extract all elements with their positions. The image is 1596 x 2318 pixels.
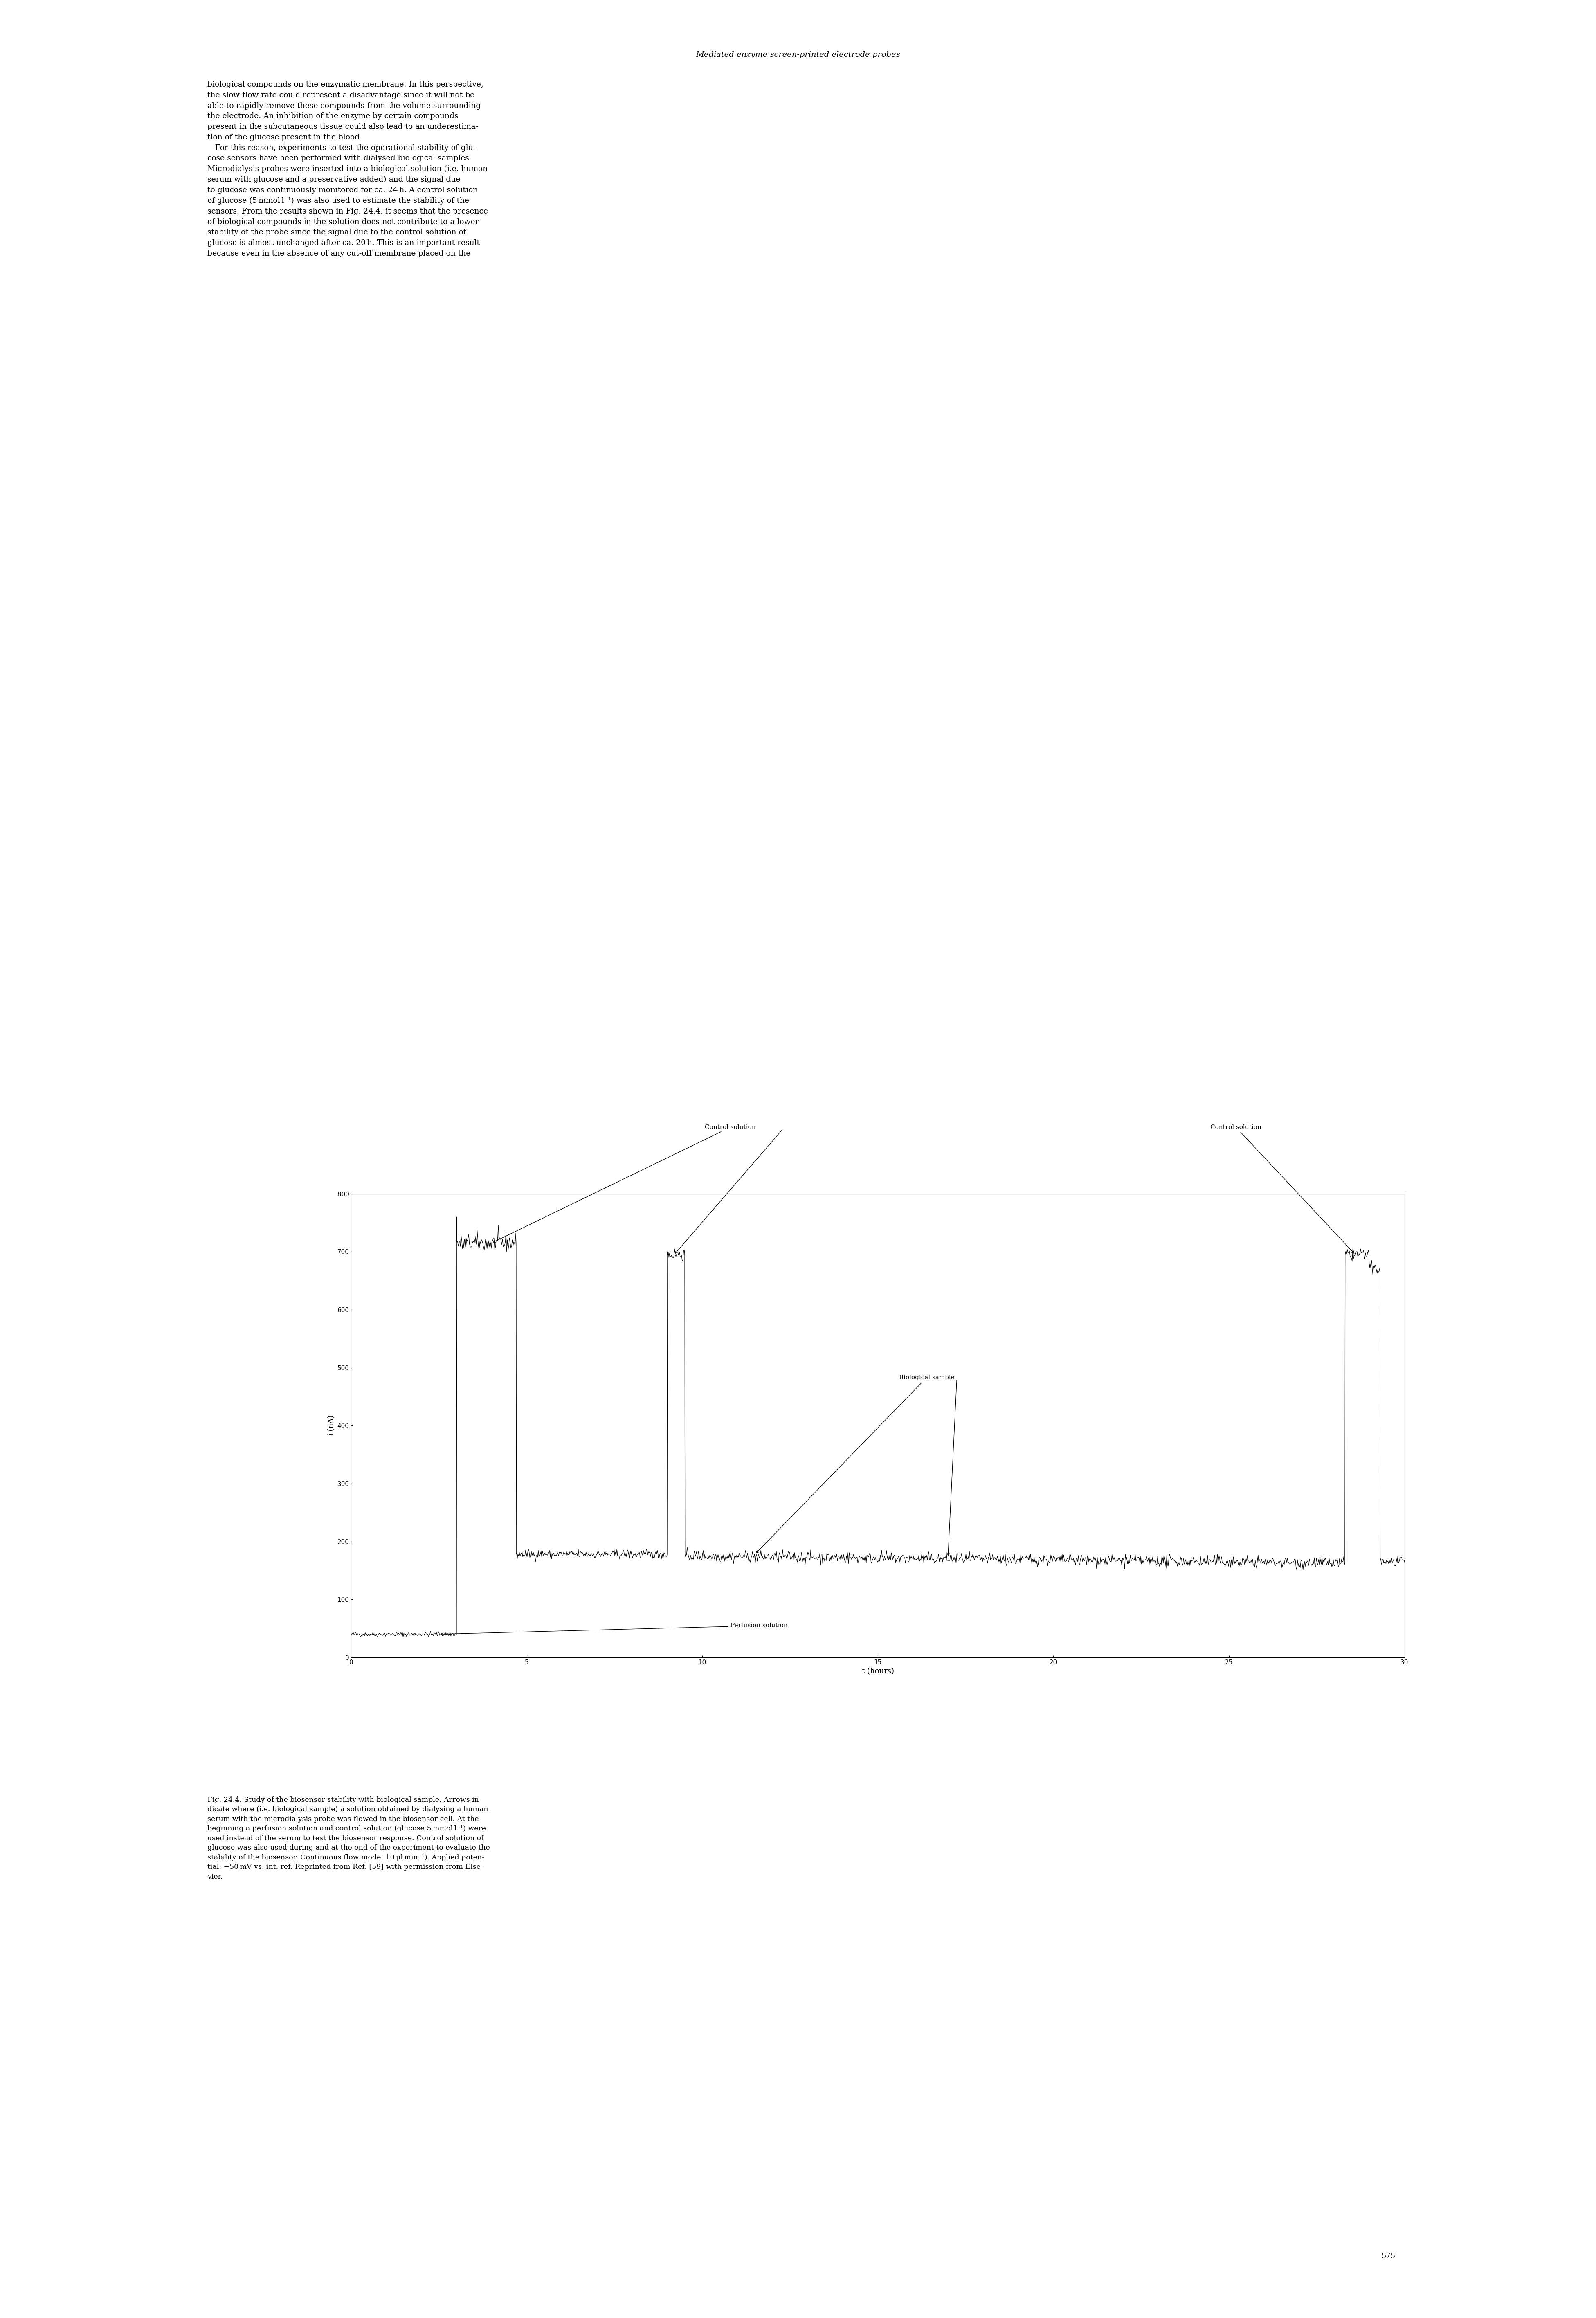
- X-axis label: t (hours): t (hours): [862, 1667, 894, 1676]
- Text: Fig. 24.4. Study of the biosensor stability with biological sample. Arrows in-
d: Fig. 24.4. Study of the biosensor stabil…: [207, 1796, 490, 1880]
- Text: biological compounds on the enzymatic membrane. In this perspective,
the slow fl: biological compounds on the enzymatic me…: [207, 81, 488, 257]
- Y-axis label: i (nA): i (nA): [327, 1416, 335, 1435]
- Text: Control solution: Control solution: [493, 1124, 757, 1242]
- Text: Mediated enzyme screen-printed electrode probes: Mediated enzyme screen-printed electrode…: [696, 51, 900, 58]
- Text: Perfusion solution: Perfusion solution: [440, 1623, 787, 1634]
- Text: Biological sample: Biological sample: [757, 1375, 954, 1553]
- Text: 575: 575: [1382, 2253, 1395, 2260]
- Text: Control solution: Control solution: [1210, 1124, 1353, 1254]
